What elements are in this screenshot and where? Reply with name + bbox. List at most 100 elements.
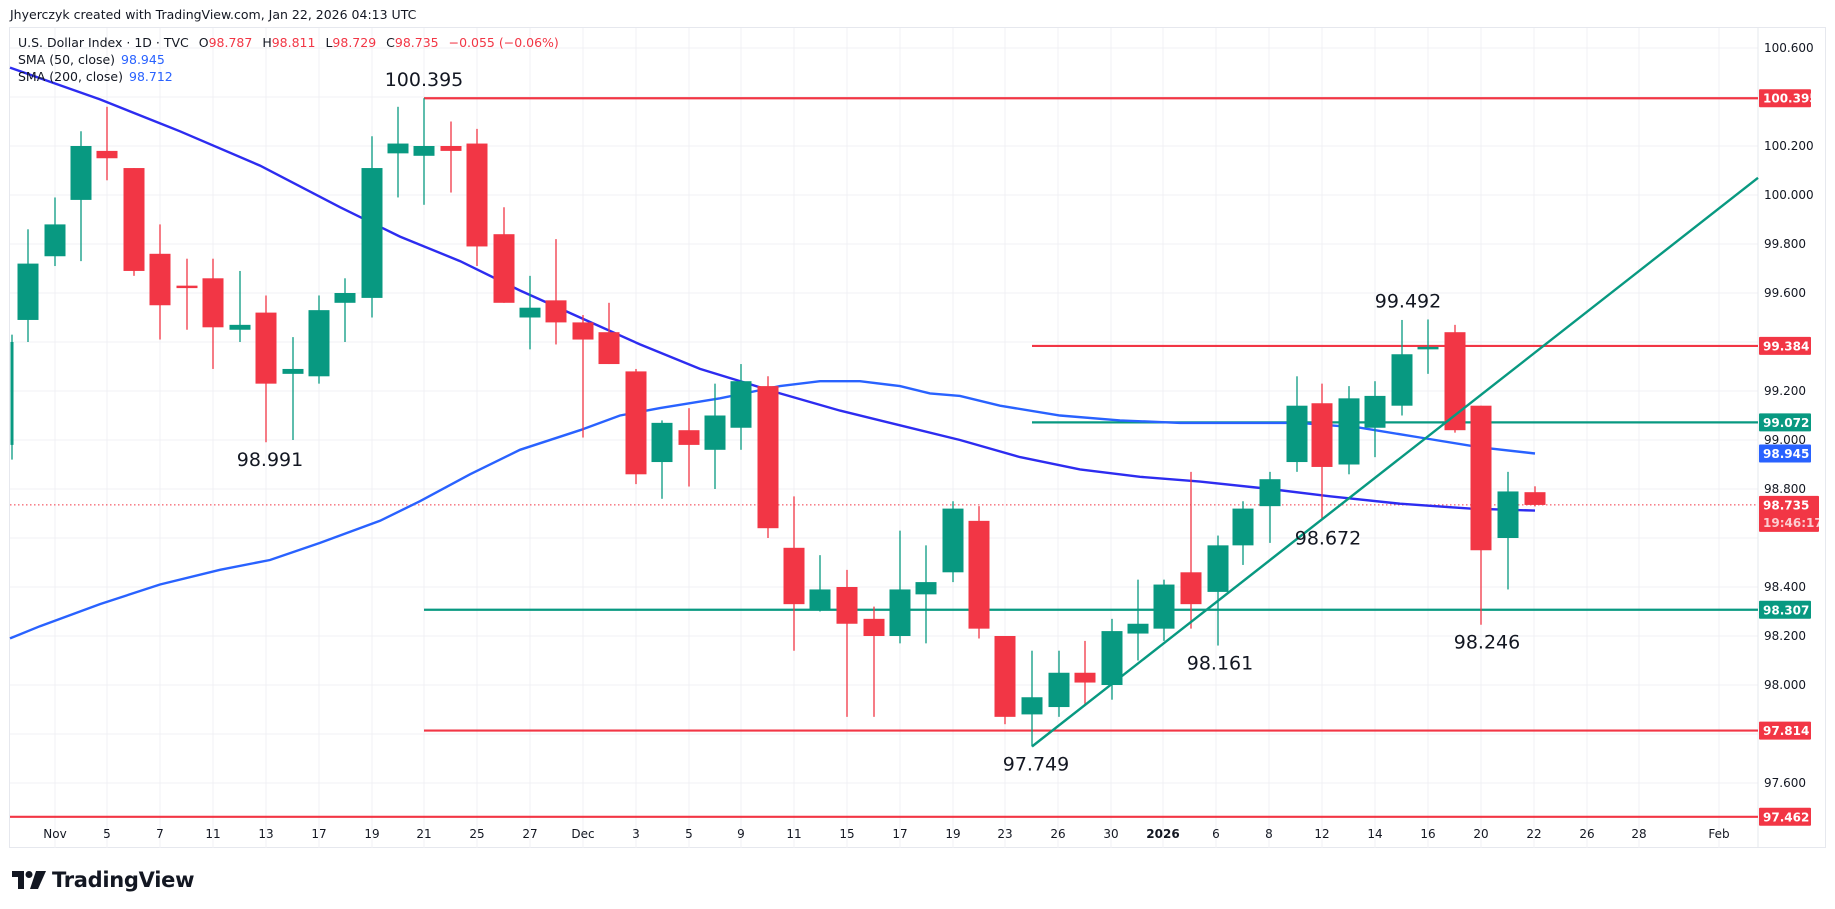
candle[interactable] bbox=[1364, 381, 1386, 458]
price-tick: 98.800 bbox=[1764, 482, 1806, 496]
candle[interactable] bbox=[1074, 640, 1096, 705]
candle[interactable] bbox=[176, 258, 198, 330]
candle[interactable] bbox=[123, 168, 145, 276]
candle[interactable] bbox=[572, 315, 594, 438]
time-tick: 2026 bbox=[1146, 827, 1179, 841]
candle[interactable] bbox=[1338, 386, 1360, 475]
svg-text:19:46:17: 19:46:17 bbox=[1763, 516, 1823, 530]
svg-text:99.384: 99.384 bbox=[1763, 339, 1809, 353]
candle[interactable] bbox=[282, 337, 304, 440]
candle[interactable] bbox=[1497, 471, 1519, 590]
candle[interactable] bbox=[1232, 501, 1254, 565]
sma200-row[interactable]: SMA (200, close) 98.712 bbox=[18, 68, 559, 85]
candle[interactable] bbox=[308, 295, 330, 384]
candle[interactable] bbox=[678, 408, 700, 487]
candle[interactable] bbox=[96, 106, 118, 181]
time-tick: 19 bbox=[364, 827, 379, 841]
candle[interactable] bbox=[1417, 319, 1439, 374]
symbol-label[interactable]: U.S. Dollar Index · 1D · TVC bbox=[18, 35, 189, 50]
candle[interactable] bbox=[1048, 650, 1070, 717]
candle[interactable] bbox=[466, 128, 488, 267]
time-tick: 11 bbox=[205, 827, 220, 841]
candle[interactable] bbox=[229, 270, 251, 342]
time-tick: 14 bbox=[1367, 827, 1382, 841]
candle[interactable] bbox=[334, 278, 356, 342]
candle[interactable] bbox=[968, 506, 990, 639]
price-tick: 99.600 bbox=[1764, 286, 1806, 300]
time-tick: 17 bbox=[311, 827, 326, 841]
price-tick: 99.800 bbox=[1764, 237, 1806, 251]
candle[interactable] bbox=[149, 224, 171, 340]
candle[interactable] bbox=[994, 636, 1016, 725]
candle[interactable] bbox=[651, 420, 673, 499]
candle[interactable] bbox=[255, 295, 277, 443]
time-tick: 25 bbox=[469, 827, 484, 841]
candle[interactable] bbox=[889, 530, 911, 644]
candle[interactable] bbox=[1207, 535, 1229, 646]
candle[interactable] bbox=[757, 376, 779, 538]
time-tick: 16 bbox=[1420, 827, 1435, 841]
candle[interactable] bbox=[836, 569, 858, 717]
candle[interactable] bbox=[1153, 579, 1175, 641]
price-tick: 97.600 bbox=[1764, 776, 1806, 790]
candle[interactable] bbox=[17, 229, 39, 342]
candle[interactable] bbox=[1470, 405, 1492, 625]
candle[interactable] bbox=[361, 136, 383, 318]
candle[interactable] bbox=[70, 131, 92, 262]
candle[interactable] bbox=[704, 383, 726, 489]
candle[interactable] bbox=[440, 121, 462, 193]
candle[interactable] bbox=[1021, 650, 1043, 747]
candle[interactable] bbox=[863, 606, 885, 717]
svg-text:98.735: 98.735 bbox=[1763, 498, 1809, 512]
candle[interactable] bbox=[1524, 486, 1546, 507]
candle[interactable] bbox=[1101, 618, 1123, 700]
candle[interactable] bbox=[625, 368, 647, 485]
time-axis[interactable]: Nov 5 7 11 13 17 19 21 25 27 Dec 3 5 9 11 15 17 19 23 26 30 2… bbox=[43, 827, 1729, 841]
svg-text:98.307: 98.307 bbox=[1763, 603, 1809, 617]
sma50-value: 98.945 bbox=[121, 52, 165, 67]
candle[interactable] bbox=[915, 545, 937, 644]
price-annotation: 100.395 bbox=[385, 69, 464, 91]
tradingview-logo[interactable]: TradingView bbox=[12, 868, 194, 892]
price-axis[interactable]: 100.600 100.200 100.000 99.800 99.600 99.200 9… bbox=[1759, 41, 1823, 826]
open-value: 98.787 bbox=[208, 35, 253, 50]
time-tick: 5 bbox=[685, 827, 693, 841]
low-value: 98.729 bbox=[332, 35, 377, 50]
candle[interactable] bbox=[10, 334, 14, 460]
candle[interactable] bbox=[1286, 376, 1308, 472]
trendline bbox=[1031, 176, 1759, 748]
sma50-row[interactable]: SMA (50, close) 98.945 bbox=[18, 51, 559, 68]
candle[interactable] bbox=[413, 98, 435, 205]
price-badge: 99.072 bbox=[1759, 413, 1811, 432]
candle[interactable] bbox=[1127, 579, 1149, 661]
candle[interactable] bbox=[1259, 471, 1281, 543]
candle[interactable] bbox=[730, 364, 752, 450]
candle[interactable] bbox=[598, 302, 620, 365]
candle[interactable] bbox=[387, 106, 409, 198]
candle[interactable] bbox=[202, 258, 224, 369]
time-tick: Nov bbox=[43, 827, 66, 841]
time-tick: 26 bbox=[1579, 827, 1594, 841]
candle[interactable] bbox=[809, 555, 831, 612]
candle[interactable] bbox=[942, 501, 964, 583]
candle[interactable] bbox=[519, 275, 541, 350]
candle[interactable] bbox=[44, 197, 66, 267]
candle[interactable] bbox=[1391, 319, 1413, 416]
sma200-label: SMA (200, close) bbox=[18, 69, 123, 84]
price-badge: 98.945 bbox=[1759, 444, 1811, 463]
horizontal-levels bbox=[10, 97, 1758, 818]
candle[interactable] bbox=[1311, 383, 1333, 521]
trendline-line[interactable] bbox=[1031, 176, 1759, 748]
candle[interactable] bbox=[545, 239, 567, 345]
price-badge: 97.814 bbox=[1759, 721, 1811, 740]
grid-lines bbox=[10, 28, 1759, 848]
time-tick: 5 bbox=[103, 827, 111, 841]
candle[interactable] bbox=[493, 207, 515, 303]
candle[interactable] bbox=[783, 496, 805, 651]
time-tick: 26 bbox=[1050, 827, 1065, 841]
close-label: C bbox=[386, 35, 395, 50]
candle[interactable] bbox=[1180, 471, 1202, 629]
sma50-line[interactable] bbox=[9, 380, 1536, 640]
price-tick: 98.400 bbox=[1764, 580, 1806, 594]
